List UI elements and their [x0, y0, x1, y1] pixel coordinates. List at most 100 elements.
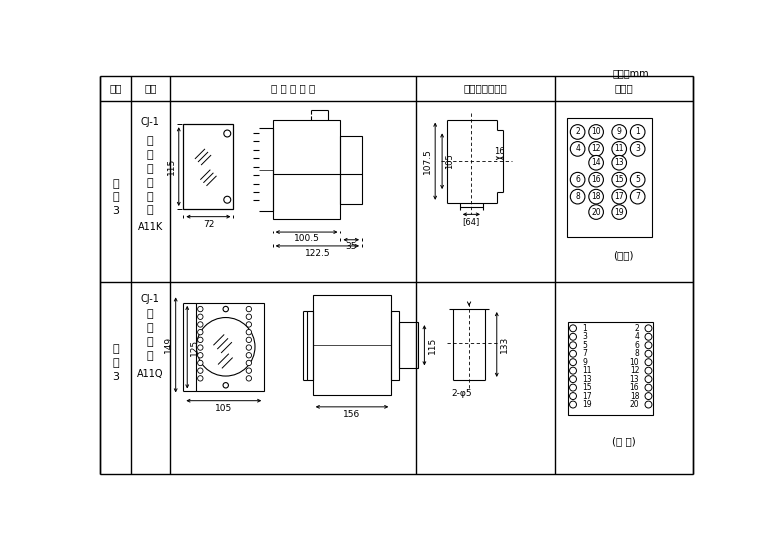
Circle shape — [645, 376, 652, 383]
Text: 13: 13 — [582, 374, 592, 384]
Bar — [313, 295, 392, 395]
Text: 100.5: 100.5 — [293, 234, 320, 243]
Circle shape — [630, 125, 645, 139]
Circle shape — [589, 172, 604, 187]
Text: 图: 图 — [112, 358, 119, 368]
Text: 16: 16 — [629, 383, 639, 392]
Circle shape — [197, 314, 203, 319]
Text: 20: 20 — [629, 400, 639, 409]
Bar — [392, 311, 399, 380]
Circle shape — [570, 342, 577, 349]
Bar — [197, 303, 264, 392]
Text: 结构: 结构 — [144, 83, 156, 93]
Circle shape — [612, 156, 626, 170]
Text: 安装开孔尺嬸图: 安装开孔尺嬸图 — [464, 83, 507, 93]
Circle shape — [570, 125, 585, 139]
Circle shape — [630, 189, 645, 204]
Text: 附: 附 — [112, 179, 119, 188]
Circle shape — [246, 368, 252, 373]
Text: 105: 105 — [445, 154, 454, 169]
Text: (背视): (背视) — [614, 250, 634, 260]
Text: 35: 35 — [345, 242, 357, 251]
Circle shape — [246, 337, 252, 342]
Text: 15: 15 — [582, 383, 592, 392]
Circle shape — [589, 189, 604, 204]
Text: 单位：mm: 单位：mm — [612, 68, 649, 79]
Circle shape — [630, 172, 645, 187]
Text: 3: 3 — [582, 332, 587, 341]
Circle shape — [612, 172, 626, 187]
Text: 149: 149 — [164, 337, 173, 354]
Text: 入: 入 — [147, 150, 153, 160]
Text: 5: 5 — [635, 175, 640, 184]
Circle shape — [645, 342, 652, 349]
Text: 前: 前 — [147, 323, 153, 333]
Circle shape — [570, 189, 585, 204]
Circle shape — [197, 307, 203, 312]
Text: 4: 4 — [635, 332, 639, 341]
Text: 133: 133 — [500, 336, 509, 353]
Text: 2-φ5: 2-φ5 — [451, 389, 471, 398]
Text: 9: 9 — [617, 127, 622, 136]
Bar — [399, 322, 418, 369]
Circle shape — [570, 376, 577, 383]
Text: A11Q: A11Q — [137, 369, 163, 379]
Circle shape — [589, 125, 604, 139]
Text: 后: 后 — [147, 178, 153, 188]
Text: 12: 12 — [591, 144, 601, 154]
Circle shape — [630, 142, 645, 156]
Bar — [568, 322, 653, 415]
Circle shape — [612, 142, 626, 156]
Circle shape — [570, 359, 577, 365]
Text: [64]: [64] — [463, 217, 480, 226]
Circle shape — [570, 333, 577, 340]
Circle shape — [570, 367, 577, 374]
Circle shape — [223, 307, 228, 312]
Circle shape — [197, 353, 203, 358]
Text: 3: 3 — [112, 207, 119, 216]
Circle shape — [246, 376, 252, 381]
Text: 2: 2 — [635, 324, 639, 333]
Text: 2: 2 — [575, 127, 580, 136]
Text: 12: 12 — [630, 366, 639, 375]
Circle shape — [223, 383, 228, 388]
Text: 19: 19 — [582, 400, 592, 409]
Circle shape — [224, 130, 231, 137]
Text: 图: 图 — [112, 193, 119, 202]
Text: 9: 9 — [582, 358, 587, 366]
Bar — [183, 124, 234, 209]
Circle shape — [645, 325, 652, 332]
Text: 15: 15 — [615, 175, 624, 184]
Text: 3: 3 — [112, 372, 119, 382]
Text: 72: 72 — [203, 220, 214, 229]
Circle shape — [645, 384, 652, 391]
Text: 板: 板 — [147, 309, 153, 319]
Text: 接: 接 — [147, 192, 153, 202]
Circle shape — [246, 330, 252, 335]
Text: 5: 5 — [582, 341, 587, 350]
Text: 20: 20 — [591, 208, 601, 217]
Circle shape — [570, 142, 585, 156]
Text: 线: 线 — [147, 205, 153, 216]
Text: 16: 16 — [591, 175, 601, 184]
Text: CJ-1: CJ-1 — [141, 294, 159, 304]
Circle shape — [246, 353, 252, 358]
Text: 13: 13 — [615, 158, 624, 167]
Circle shape — [197, 376, 203, 381]
Circle shape — [197, 337, 203, 342]
Circle shape — [246, 345, 252, 350]
Text: 105: 105 — [215, 404, 232, 413]
Circle shape — [246, 360, 252, 365]
Text: 10: 10 — [629, 358, 639, 366]
Bar — [272, 120, 341, 219]
Circle shape — [246, 314, 252, 319]
Text: 7: 7 — [582, 349, 587, 358]
Circle shape — [197, 345, 203, 350]
Text: 10: 10 — [591, 127, 601, 136]
Text: 嵌: 嵌 — [147, 136, 153, 146]
Circle shape — [570, 325, 577, 332]
Text: 4: 4 — [575, 144, 580, 154]
Text: A11K: A11K — [138, 223, 163, 232]
Text: 17: 17 — [582, 392, 592, 401]
Circle shape — [570, 350, 577, 357]
